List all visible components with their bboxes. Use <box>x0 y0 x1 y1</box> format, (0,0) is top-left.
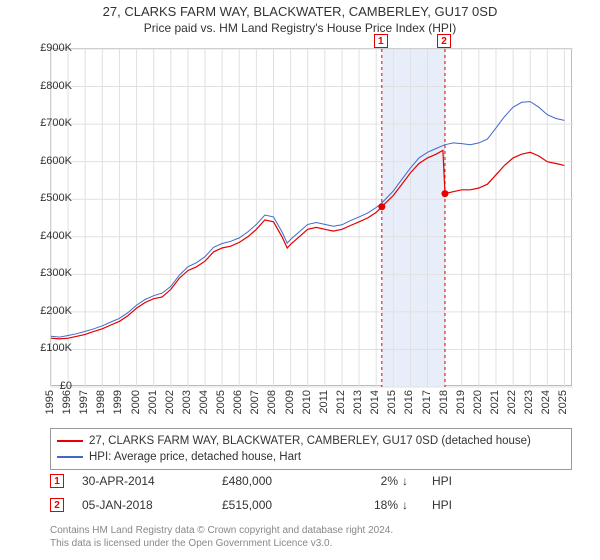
transaction-pct-2: 18% <box>352 498 402 512</box>
y-tick-label: £100K <box>28 342 72 354</box>
x-tick-label: 1997 <box>78 390 90 414</box>
x-tick-label: 2007 <box>249 390 261 414</box>
x-tick-label: 2019 <box>455 390 467 414</box>
x-tick-label: 2020 <box>472 390 484 414</box>
y-tick-label: £600K <box>28 155 72 167</box>
transaction-row-1: 1 30-APR-2014 £480,000 2% ↓ HPI <box>50 474 572 488</box>
transaction-badge-2: 2 <box>50 498 64 512</box>
plot-svg <box>51 49 573 387</box>
x-tick-label: 2005 <box>215 390 227 414</box>
x-tick-label: 2002 <box>164 390 176 414</box>
x-tick-label: 2023 <box>523 390 535 414</box>
transaction-row-2: 2 05-JAN-2018 £515,000 18% ↓ HPI <box>50 498 572 512</box>
y-tick-label: £900K <box>28 42 72 54</box>
x-tick-label: 2024 <box>540 390 552 414</box>
credits: Contains HM Land Registry data © Crown c… <box>50 524 572 550</box>
transaction-dir-1: ↓ <box>402 474 432 488</box>
x-tick-label: 2017 <box>421 390 433 414</box>
transaction-pct-1: 2% <box>352 474 402 488</box>
x-tick-label: 2008 <box>266 390 278 414</box>
x-tick-label: 2010 <box>301 390 313 414</box>
x-tick-label: 2012 <box>335 390 347 414</box>
x-tick-label: 2015 <box>386 390 398 414</box>
chart-title: 27, CLARKS FARM WAY, BLACKWATER, CAMBERL… <box>0 4 600 19</box>
chart-container: 27, CLARKS FARM WAY, BLACKWATER, CAMBERL… <box>0 0 600 560</box>
marker-badge: 2 <box>437 34 451 48</box>
x-tick-label: 2009 <box>284 390 296 414</box>
y-tick-label: £700K <box>28 117 72 129</box>
legend-item-series1: 27, CLARKS FARM WAY, BLACKWATER, CAMBERL… <box>57 433 565 449</box>
x-tick-label: 2014 <box>369 390 381 414</box>
x-tick-label: 1996 <box>61 390 73 414</box>
legend: 27, CLARKS FARM WAY, BLACKWATER, CAMBERL… <box>50 428 572 470</box>
transaction-date-2: 05-JAN-2018 <box>82 498 222 512</box>
legend-swatch-1 <box>57 440 83 442</box>
transaction-badge-1: 1 <box>50 474 64 488</box>
marker-badge: 1 <box>374 34 388 48</box>
x-tick-label: 2016 <box>403 390 415 414</box>
x-tick-label: 2001 <box>147 390 159 414</box>
transaction-price-2: £515,000 <box>222 498 352 512</box>
x-tick-label: 2011 <box>318 390 330 414</box>
x-tick-label: 2018 <box>438 390 450 414</box>
legend-item-series2: HPI: Average price, detached house, Hart <box>57 449 565 465</box>
x-tick-label: 2000 <box>130 390 142 414</box>
transaction-dir-2: ↓ <box>402 498 432 512</box>
x-tick-label: 2006 <box>232 390 244 414</box>
legend-label-1: 27, CLARKS FARM WAY, BLACKWATER, CAMBERL… <box>89 433 531 449</box>
transaction-idx-1: 1 <box>54 476 60 487</box>
x-tick-label: 1999 <box>112 390 124 414</box>
transaction-price-1: £480,000 <box>222 474 352 488</box>
credits-line1: Contains HM Land Registry data © Crown c… <box>50 524 572 537</box>
chart-subtitle: Price paid vs. HM Land Registry's House … <box>0 21 600 35</box>
transaction-dirlabel-1: HPI <box>432 474 452 488</box>
transaction-dirlabel-2: HPI <box>432 498 452 512</box>
x-tick-label: 2021 <box>489 390 501 414</box>
plot-area <box>50 48 572 386</box>
credits-line2: This data is licensed under the Open Gov… <box>50 537 572 550</box>
y-tick-label: £200K <box>28 305 72 317</box>
x-tick-label: 2025 <box>557 390 569 414</box>
x-tick-label: 1998 <box>95 390 107 414</box>
y-tick-label: £400K <box>28 230 72 242</box>
x-tick-label: 2003 <box>181 390 193 414</box>
y-tick-label: £300K <box>28 267 72 279</box>
x-tick-label: 2004 <box>198 390 210 414</box>
legend-label-2: HPI: Average price, detached house, Hart <box>89 449 301 465</box>
chart-titles: 27, CLARKS FARM WAY, BLACKWATER, CAMBERL… <box>0 0 600 35</box>
x-tick-label: 1995 <box>44 390 56 414</box>
x-tick-label: 2022 <box>506 390 518 414</box>
x-tick-label: 2013 <box>352 390 364 414</box>
y-tick-label: £500K <box>28 192 72 204</box>
legend-swatch-2 <box>57 456 83 458</box>
transaction-date-1: 30-APR-2014 <box>82 474 222 488</box>
transaction-idx-2: 2 <box>54 500 60 511</box>
y-tick-label: £800K <box>28 80 72 92</box>
